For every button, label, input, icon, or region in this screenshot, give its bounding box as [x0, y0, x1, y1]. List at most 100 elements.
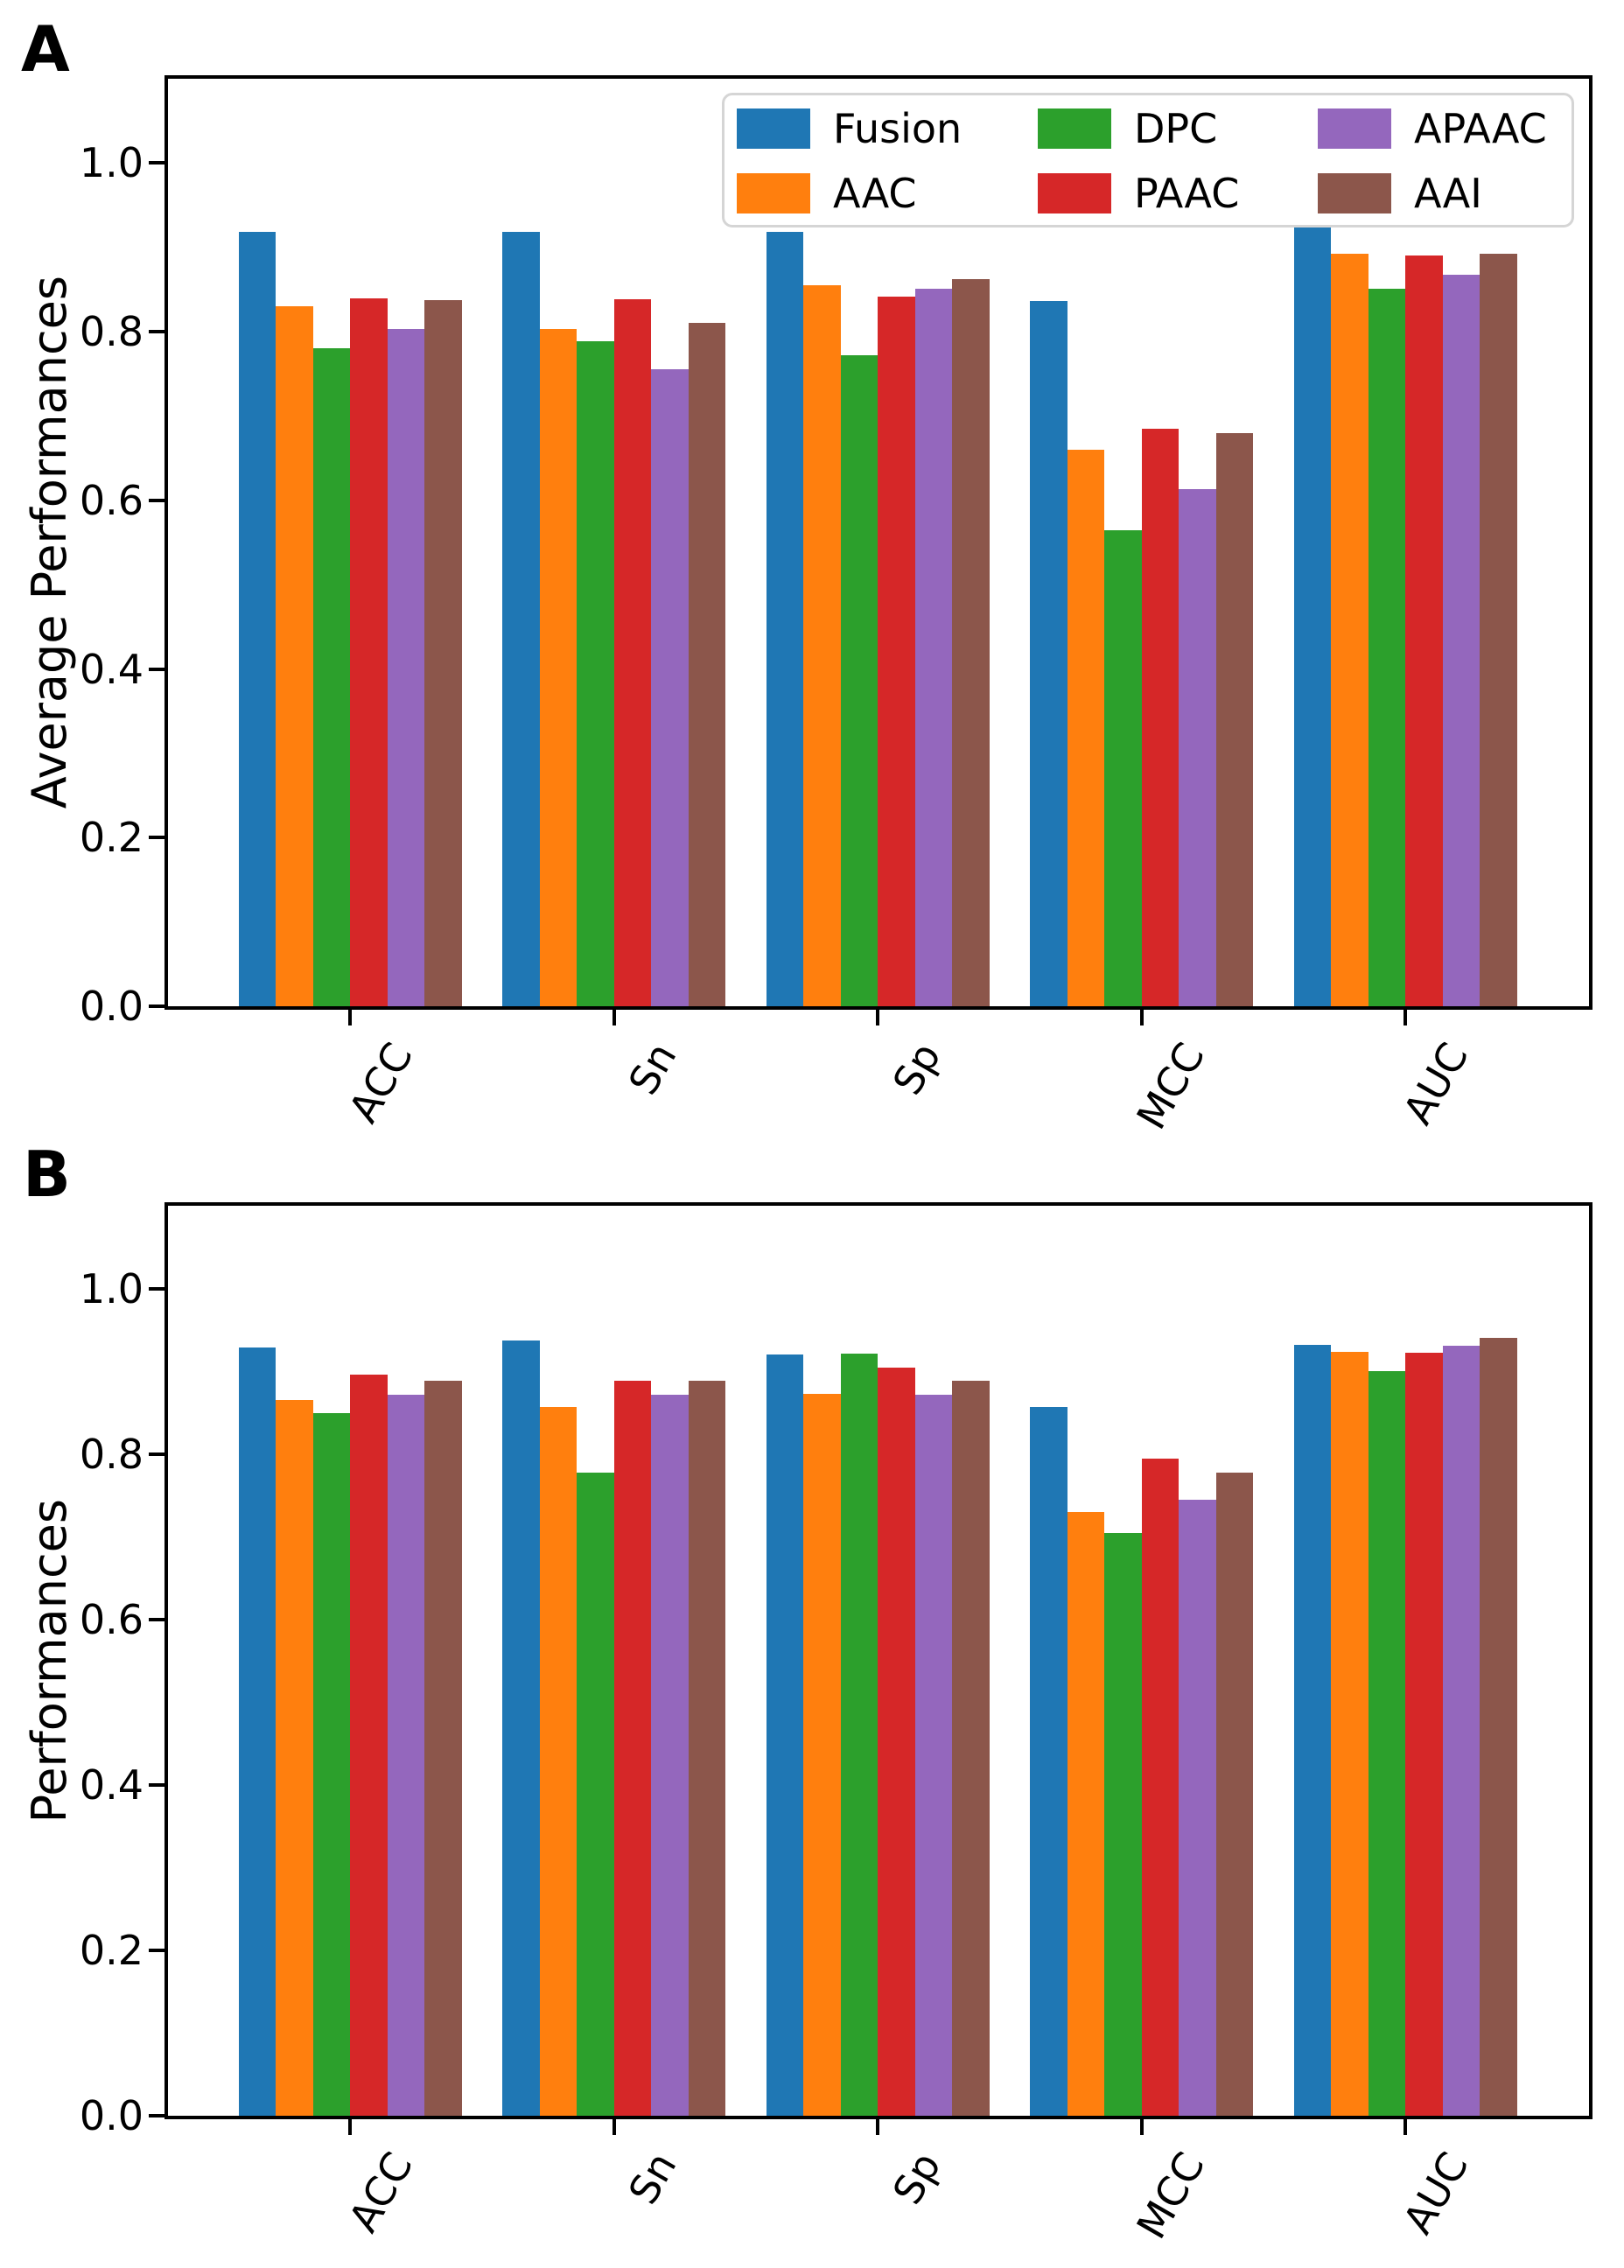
bar-aai-sn	[688, 1381, 725, 2116]
y-tick-label: 0.6	[79, 476, 144, 524]
bar-aai-acc	[424, 1381, 462, 2116]
legend-entry-paac: PAAC	[1038, 172, 1239, 214]
x-tick-label-mcc: MCC	[1126, 2144, 1214, 2247]
bar-fusion-auc	[1293, 216, 1331, 1006]
bar-aai-mcc	[1215, 1473, 1253, 2116]
bar-aac-mcc	[1067, 1511, 1104, 2116]
panel-a-plot-area: 0.0 0.2 0.4 0.6 0.8 1.0 ACC Sn Sp MCC AUC Fusion AAC…	[80, 75, 1592, 1138]
bar-paac-sn	[613, 1380, 651, 2116]
y-tick-mark	[149, 1948, 164, 1952]
y-tick-mark	[149, 1452, 164, 1456]
bar-dpc-mcc	[1104, 1532, 1142, 2116]
bar-fusion-acc	[238, 232, 276, 1006]
legend-label-aai: AAI	[1414, 170, 1482, 217]
y-tick-mark	[149, 836, 164, 840]
bar-dpc-sp	[840, 1354, 878, 2116]
legend-entry-fusion: Fusion	[737, 108, 962, 150]
y-tick-mark	[149, 667, 164, 671]
x-tick-mark	[612, 1010, 616, 1026]
bar-apaac-auc	[1442, 274, 1480, 1006]
bar-aac-sn	[539, 329, 577, 1006]
bar-paac-acc	[350, 1374, 388, 2116]
bar-aai-mcc	[1215, 432, 1253, 1006]
bar-fusion-auc	[1293, 1344, 1331, 2116]
y-tick-label: 0.4	[79, 1760, 144, 1809]
x-tick-mark	[348, 1010, 352, 1026]
x-tick-label-acc: ACC	[339, 1034, 423, 1130]
legend: Fusion AAC DPC PAAC APAAC AAI	[722, 93, 1574, 228]
bar-aac-acc	[276, 306, 313, 1006]
bar-fusion-mcc	[1030, 301, 1068, 1006]
bar-dpc-auc	[1368, 1371, 1405, 2116]
legend-entry-apaac: APAAC	[1318, 108, 1547, 150]
bar-paac-auc	[1405, 256, 1443, 1006]
bar-aac-sn	[539, 1406, 577, 2116]
bar-fusion-sp	[766, 1354, 803, 2116]
bar-apaac-acc	[387, 1394, 424, 2116]
bar-aac-auc	[1331, 254, 1368, 1006]
bar-apaac-sn	[651, 1394, 689, 2116]
bar-aai-auc	[1480, 1338, 1517, 2116]
bar-apaac-sp	[914, 1394, 952, 2116]
bar-paac-sp	[878, 1368, 915, 2116]
legend-entry-aai: AAI	[1318, 172, 1482, 214]
y-tick-label: 0.6	[79, 1595, 144, 1643]
x-tick-mark	[1404, 1010, 1407, 1026]
y-tick-label: 0.8	[79, 1430, 144, 1478]
legend-swatch-paac	[1038, 173, 1111, 214]
y-tick-mark	[149, 498, 164, 502]
bar-aac-sp	[803, 1393, 841, 2116]
bar-paac-sn	[613, 298, 651, 1006]
y-axis-label-a: Average Performances	[21, 276, 77, 809]
bar-dpc-sp	[840, 355, 878, 1006]
x-tick-label-auc: AUC	[1393, 1034, 1478, 1132]
legend-entry-dpc: DPC	[1038, 108, 1217, 150]
bar-aac-mcc	[1067, 450, 1104, 1006]
y-tick-label: 0.2	[79, 814, 144, 862]
y-tick-mark	[149, 330, 164, 334]
x-tick-mark	[348, 2119, 352, 2135]
legend-swatch-apaac	[1318, 108, 1391, 149]
x-tick-mark	[1404, 2119, 1407, 2135]
bar-dpc-acc	[312, 1413, 350, 2116]
bar-aac-sp	[803, 285, 841, 1006]
legend-label-apaac: APAAC	[1414, 105, 1547, 152]
legend-swatch-aai	[1318, 173, 1391, 214]
bar-apaac-sp	[914, 288, 952, 1006]
bar-apaac-auc	[1442, 1345, 1480, 2116]
bar-fusion-sn	[502, 232, 540, 1006]
y-tick-label: 0.0	[79, 983, 144, 1030]
bar-dpc-sn	[577, 1473, 614, 2116]
bar-aai-sp	[952, 279, 990, 1006]
y-tick-mark	[149, 2114, 164, 2118]
x-tick-mark	[876, 1010, 879, 1026]
y-tick-mark	[149, 1782, 164, 1787]
legend-label-paac: PAAC	[1134, 170, 1240, 217]
bar-paac-mcc	[1141, 428, 1179, 1006]
y-tick-label: 0.2	[79, 1926, 144, 1974]
y-tick-label: 1.0	[79, 139, 144, 187]
bar-fusion-mcc	[1030, 1406, 1068, 2116]
bar-fusion-sn	[502, 1340, 540, 2116]
legend-swatch-dpc	[1038, 108, 1111, 149]
y-axis-label-wrap-a: Average Performances	[12, 79, 86, 1006]
y-tick-mark	[149, 1004, 164, 1008]
x-tick-label-sn: Sn	[619, 2144, 686, 2213]
y-tick-label: 0.8	[79, 308, 144, 356]
bar-paac-auc	[1405, 1353, 1443, 2116]
panel-a-letter: A	[21, 12, 70, 86]
bar-dpc-acc	[312, 348, 350, 1006]
bar-apaac-mcc	[1179, 1499, 1216, 2116]
panel-b-letter: B	[23, 1138, 71, 1211]
y-tick-mark	[149, 1286, 164, 1291]
bar-apaac-sn	[651, 368, 689, 1006]
bar-aai-acc	[424, 299, 462, 1006]
bar-paac-mcc	[1141, 1459, 1179, 2116]
bar-paac-acc	[350, 298, 388, 1006]
legend-label-fusion: Fusion	[833, 105, 962, 152]
x-tick-mark	[612, 2119, 616, 2135]
x-tick-label-acc: ACC	[339, 2144, 423, 2240]
bar-aai-sp	[952, 1381, 990, 2116]
bar-paac-sp	[878, 296, 915, 1006]
